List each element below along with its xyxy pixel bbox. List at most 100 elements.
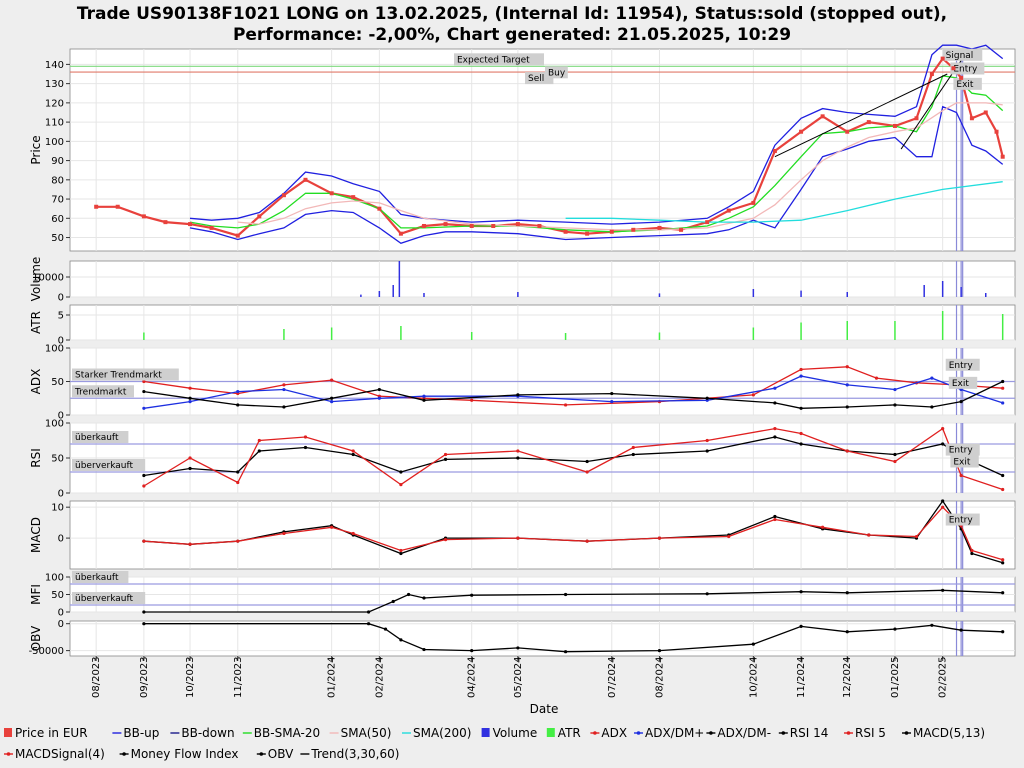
legend-swatch-dot [259, 752, 264, 756]
adx-dm-point [142, 389, 146, 394]
rsi-annotation-box [72, 431, 129, 443]
price-annotation-box [950, 62, 985, 75]
volume-plot-area [69, 260, 1016, 298]
legend-item-sma-200: SMA(200) [402, 726, 471, 740]
price-candle [914, 116, 919, 121]
legend-item-atr: ATR [546, 726, 581, 740]
macdsignal-4-point [867, 533, 871, 537]
adx-dm-point [845, 383, 849, 387]
x-tick-label: 04/2024 [467, 656, 478, 698]
price-candle [398, 231, 403, 236]
rsi-14-point [351, 452, 355, 457]
macd-5-13-point [399, 551, 403, 556]
price-in-eur-line [96, 56, 1004, 237]
macd-annotation-box [945, 513, 980, 526]
legend-label: Trend(3,30,60) [310, 747, 399, 761]
legend-item-rsi-14: RSI 14 [778, 726, 828, 740]
adx-point [563, 403, 568, 407]
money-flow-index-point [422, 596, 426, 600]
price-ytick-label: 90 [51, 156, 64, 167]
rsi-5-point [845, 449, 849, 453]
rsi-5-point [351, 449, 355, 453]
obv-point [930, 623, 934, 627]
adx-annotation-exit: Exit [952, 379, 970, 389]
rsi-annotation-entry: Entry [949, 446, 974, 456]
mfi-annotation-ueberverkauft: überverkauft [75, 594, 134, 604]
legend-label: Price in EUR [15, 726, 88, 740]
x-tick-label: 08/2023 [91, 656, 102, 698]
bb-up-line [189, 44, 1004, 225]
legend-label: BB-down [181, 726, 234, 740]
legend-label: ADX/DM+ [645, 726, 704, 740]
money-flow-index-point [142, 610, 146, 614]
macd-plot-area [69, 500, 1016, 570]
price-candle [351, 195, 356, 200]
legend-swatch-dot [904, 731, 909, 735]
adx-dm-point [377, 387, 381, 392]
rsi-ytick-label: 0 [58, 489, 64, 500]
legend: Price in EUR BB-up BB-down BB-SMA-20 SMA(50)… [4, 726, 985, 761]
legend-label: OBV [268, 747, 294, 761]
volume-ytick-label: 0 [58, 293, 64, 304]
legend-swatch-dot [593, 731, 597, 735]
price-candle [257, 214, 262, 219]
rsi-annotation-ueberverkauft: überverkauft [75, 461, 134, 471]
price-candle [281, 193, 286, 198]
price-candle [537, 223, 542, 228]
legend-label: ATR [558, 726, 581, 740]
rsi-5-point [188, 456, 192, 460]
rsi-5-point [303, 435, 308, 439]
rsi-5-point [236, 480, 240, 485]
price-candle [845, 129, 850, 134]
x-tick-label: 12/2024 [842, 656, 853, 698]
bb-down-line [189, 105, 1004, 245]
macdsignal-4-point [282, 531, 286, 536]
price-candle [726, 208, 731, 213]
price-ytick-label: 120 [45, 98, 64, 109]
adx-dm-point [188, 396, 192, 400]
price-candle [94, 204, 99, 209]
legend-item-price-in-eur: Price in EUR [4, 726, 88, 740]
rsi-14-point [257, 449, 261, 453]
price-ytick-label: 50 [51, 233, 64, 244]
price-ytick-label: 80 [51, 175, 64, 186]
legend-item-adx-dm: ADX/DM+ [634, 726, 704, 740]
price-candle [303, 177, 308, 182]
legend-label: BB-SMA-20 [254, 726, 320, 740]
adx-ytick-label: 50 [51, 377, 64, 388]
price-annotation-expected-target: Expected Target [457, 55, 530, 65]
adx-annotation-box [948, 376, 978, 389]
macd-5-13-point [941, 499, 945, 503]
rsi-annotation-box [72, 459, 146, 471]
atr-y-axis-label: ATR [29, 311, 43, 334]
rsi-14-point [303, 445, 308, 450]
obv-point [142, 622, 146, 626]
price-annotation-entry: Entry [953, 64, 978, 74]
price-candle [235, 233, 240, 238]
price-candle [469, 223, 474, 228]
macdsignal-4-point [443, 538, 448, 542]
adx-dm-point [282, 387, 286, 392]
adx-point [188, 386, 192, 390]
money-flow-index-line [143, 589, 1003, 613]
volume-y-axis-label: Volume [29, 257, 43, 302]
price-candle [141, 214, 146, 219]
legend-label: Money Flow Index [131, 747, 239, 761]
macdsignal-4-line [143, 506, 1003, 561]
price-candle [994, 129, 999, 134]
money-flow-index-point [406, 592, 411, 597]
price-annotation-signal: Signal [946, 51, 974, 61]
rsi-5-point [585, 470, 589, 474]
rsi-14-point [705, 449, 709, 453]
obv-y-axis-label: OBV [29, 625, 43, 651]
chart-title-line-1: Trade US90138F1021 LONG on 13.02.2025, (… [77, 4, 947, 24]
adx-y-axis-label: ADX [29, 369, 43, 395]
legend-item-macd-5-13: MACD(5,13) [902, 726, 985, 740]
mfi-annotation-box [72, 571, 129, 583]
money-flow-index-point [845, 591, 849, 595]
rsi-5-point [941, 427, 945, 431]
obv-ytick-label: -50000 [29, 646, 64, 657]
x-tick-label: 02/2025 [938, 656, 949, 698]
price-candle [1000, 154, 1005, 159]
